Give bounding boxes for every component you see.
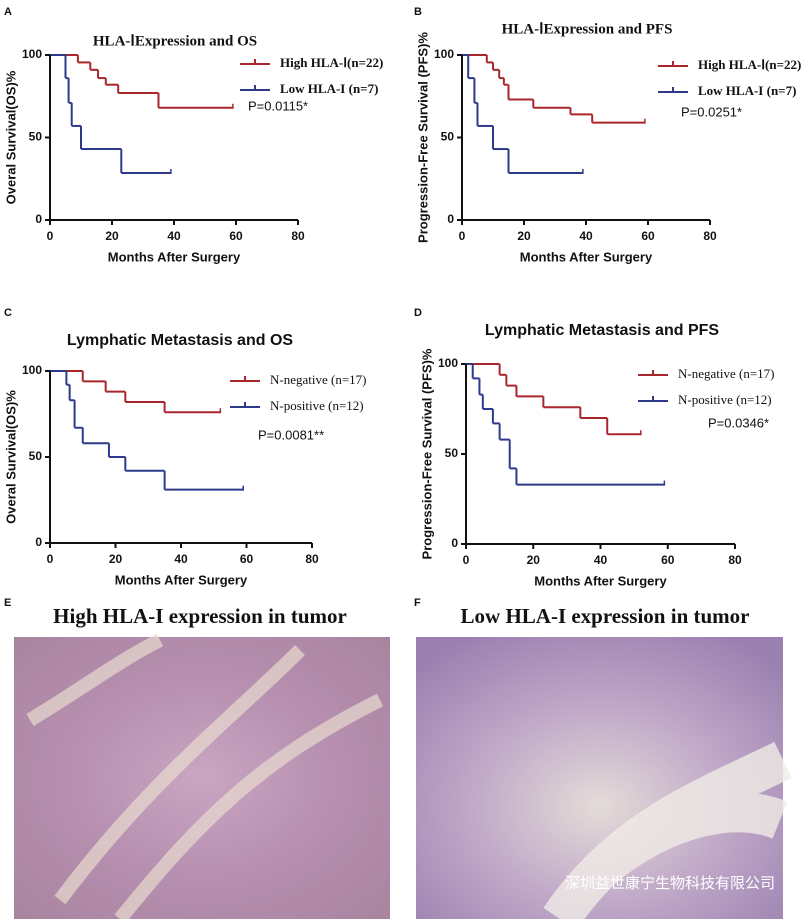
y-axis-label: Overal Survival(OS)% [3, 70, 18, 204]
p-value: P=0.0346* [708, 415, 769, 430]
legend-label: N-negative (n=17) [678, 366, 775, 381]
panel-label: C [4, 307, 12, 319]
axes [465, 364, 735, 545]
chart-title: Lymphatic Metastasis and OS [67, 332, 293, 349]
x-tick-label: 80 [728, 553, 742, 567]
y-tick-label: 100 [22, 363, 42, 377]
x-tick-label: 60 [661, 553, 675, 567]
x-tick-label: 40 [579, 229, 593, 243]
y-tick-label: 0 [451, 536, 458, 550]
y-tick-label: 100 [434, 47, 454, 61]
x-tick-label: 60 [229, 229, 243, 243]
x-tick-label: 20 [109, 552, 123, 566]
x-tick-label: 0 [463, 553, 470, 567]
x-axis-label: Months After Surgery [108, 249, 241, 264]
panel-label: D [414, 307, 422, 319]
p-value: P=0.0251* [681, 104, 742, 119]
x-tick-label: 60 [641, 229, 655, 243]
legend-label: N-positive (n=12) [270, 398, 364, 413]
legend-label: High HLA-Ⅰ(n=22) [280, 55, 383, 70]
y-tick-label: 100 [438, 356, 458, 370]
y-tick-label: 50 [29, 130, 43, 144]
x-tick-label: 40 [167, 229, 181, 243]
x-tick-label: 0 [459, 229, 466, 243]
legend-label: N-negative (n=17) [270, 372, 367, 387]
image-texture [26, 633, 384, 919]
image-title: Low HLA-I expression in tumor [461, 604, 750, 628]
legend-label: High HLA-Ⅰ(n=22) [698, 57, 801, 72]
panel-label: B [414, 6, 422, 18]
axes [49, 55, 298, 221]
y-axis-label: Overal Survival(OS)% [3, 390, 18, 524]
watermark: 深圳益世康宁生物科技有限公司 [565, 875, 775, 892]
legend-label: N-positive (n=12) [678, 392, 772, 407]
y-tick-label: 0 [447, 212, 454, 226]
x-tick-label: 80 [703, 229, 717, 243]
image-title: High HLA-I expression in tumor [53, 604, 347, 628]
chart-title: HLA-ⅠExpression and PFS [502, 21, 673, 37]
x-tick-label: 80 [291, 229, 305, 243]
y-axis-label: Progression-Free Survival (PFS)% [415, 32, 430, 243]
p-value: P=0.0115* [248, 98, 308, 113]
x-tick-label: 20 [527, 553, 541, 567]
legend-label: Low HLA-I (n=7) [280, 81, 378, 96]
p-value: P=0.0081** [258, 427, 324, 442]
x-tick-label: 0 [47, 552, 54, 566]
x-tick-label: 20 [517, 229, 531, 243]
x-tick-label: 40 [174, 552, 188, 566]
y-tick-label: 50 [441, 130, 455, 144]
x-axis-label: Months After Surgery [520, 249, 653, 264]
y-tick-label: 50 [29, 449, 43, 463]
axes [49, 371, 312, 544]
y-axis-label: Progression-Free Survival (PFS)% [419, 348, 434, 559]
x-tick-label: 40 [594, 553, 608, 567]
x-tick-label: 0 [47, 229, 54, 243]
x-axis-label: Months After Surgery [534, 573, 667, 588]
panel-label: F [414, 597, 421, 609]
x-axis-label: Months After Surgery [115, 572, 248, 587]
y-tick-label: 0 [35, 535, 42, 549]
x-tick-label: 80 [305, 552, 319, 566]
chart-title: HLA-ⅠExpression and OS [93, 33, 257, 49]
y-tick-label: 100 [22, 47, 42, 61]
y-tick-label: 0 [35, 212, 42, 226]
panel-label: E [4, 597, 11, 609]
axes [461, 55, 710, 221]
legend-label: Low HLA-I (n=7) [698, 83, 796, 98]
image-texture [543, 741, 792, 919]
panel-label: A [4, 6, 12, 18]
x-tick-label: 20 [105, 229, 119, 243]
y-tick-label: 50 [445, 446, 459, 460]
chart-title: Lymphatic Metastasis and PFS [485, 322, 719, 339]
x-tick-label: 60 [240, 552, 254, 566]
